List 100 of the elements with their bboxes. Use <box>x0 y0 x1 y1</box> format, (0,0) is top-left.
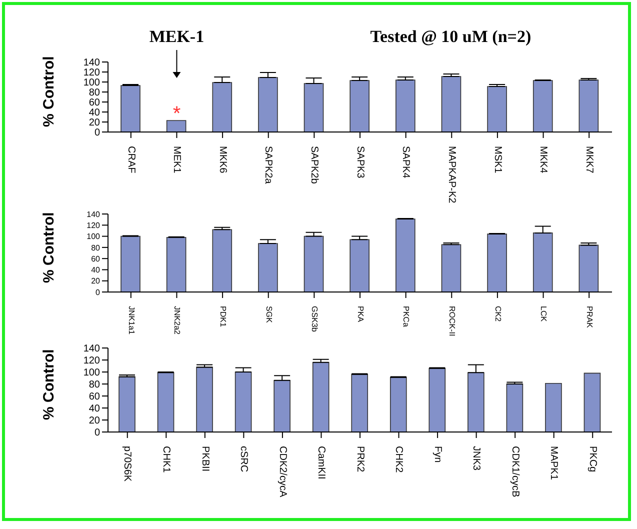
y-tick-label: 100 <box>83 368 100 379</box>
bar <box>234 372 252 432</box>
x-tick-label: CDK1/cycB <box>509 446 520 498</box>
x-tick-label: ROCK-II <box>448 306 457 336</box>
y-tick-label: 120 <box>83 356 100 367</box>
y-tick-label: 40 <box>88 108 100 119</box>
x-tick-label: PKA <box>356 306 365 323</box>
bar <box>578 80 599 132</box>
x-tick-label: JNK2a2 <box>172 306 182 336</box>
x-tick-label: LCK <box>539 306 548 322</box>
x-tick-label: MAPKAP-K2 <box>446 146 457 204</box>
x-tick-label: cSRC <box>238 446 250 472</box>
bar <box>396 80 416 132</box>
y-tick-label: 80 <box>91 243 101 252</box>
bar <box>428 368 446 432</box>
y-tick-label: 120 <box>86 220 101 230</box>
x-tick-label: PRK2 <box>354 446 366 473</box>
y-axis-title: % Control <box>40 212 58 283</box>
x-tick-label: MAPK1 <box>548 446 560 480</box>
bar <box>196 366 213 432</box>
y-tick-label: 20 <box>88 118 100 129</box>
x-tick-label: JNK3 <box>470 446 482 471</box>
annotation: MEK-1 <box>149 27 204 46</box>
x-tick-label: PKCg <box>586 446 598 472</box>
y-axis-title: % Control <box>40 56 58 127</box>
x-tick-label: p70S6K <box>122 446 133 482</box>
bar <box>304 236 324 292</box>
y-tick-label: 20 <box>88 416 100 427</box>
bar <box>584 372 601 432</box>
bar <box>166 237 186 292</box>
x-tick-label: MEK1 <box>171 146 182 174</box>
bar <box>166 120 186 132</box>
x-tick-label: SAPK2b <box>308 146 320 184</box>
bar <box>441 76 462 132</box>
bar <box>506 384 524 432</box>
y-tick-label: 40 <box>91 266 101 275</box>
bar <box>532 80 553 132</box>
bar <box>390 377 407 432</box>
bar <box>212 229 232 292</box>
bar <box>118 376 136 432</box>
x-tick-label: SAPK2a <box>262 146 274 184</box>
bar <box>545 383 562 432</box>
x-tick-label: JNK1a1 <box>126 306 136 336</box>
x-tick-label: PKCa <box>402 306 411 328</box>
y-tick-label: 40 <box>88 404 100 415</box>
chart-title: Tested @ 10 uM (n=2) <box>370 27 532 46</box>
bar <box>487 86 507 132</box>
y-tick-label: 140 <box>83 58 100 69</box>
y-tick-label: 100 <box>83 78 100 89</box>
x-tick-label: CHK1 <box>160 446 172 474</box>
x-tick-label: CHK2 <box>393 446 404 474</box>
bar <box>351 374 368 432</box>
y-tick-label: 60 <box>88 98 100 109</box>
bar <box>120 236 140 292</box>
bar <box>157 372 174 432</box>
bar <box>312 362 330 432</box>
bar <box>212 82 232 132</box>
y-tick-label: 140 <box>83 344 100 355</box>
x-tick-label: GSK3b <box>310 306 320 332</box>
y-tick-label: 60 <box>88 392 100 403</box>
x-tick-label: CDK2/cycA <box>276 446 288 498</box>
bar <box>304 83 324 132</box>
y-tick-label: 80 <box>88 380 100 391</box>
y-tick-label: 80 <box>88 88 100 99</box>
x-tick-label: MKK7 <box>583 146 594 174</box>
y-tick-label: 0 <box>96 288 101 297</box>
x-tick-label: SGK <box>264 306 274 324</box>
x-tick-label: SAPK3 <box>354 146 366 179</box>
x-tick-label: PKBII <box>199 446 210 472</box>
x-tick-label: PRAK <box>584 306 594 328</box>
bar <box>350 239 370 292</box>
x-tick-label: MKK4 <box>538 146 549 174</box>
bar <box>258 243 278 292</box>
bar <box>468 372 484 432</box>
y-axis-title: % Control <box>40 349 58 420</box>
y-tick-label: 0 <box>94 428 100 439</box>
x-tick-label: CRAF <box>125 146 136 174</box>
bar <box>396 218 416 292</box>
y-tick-label: 120 <box>83 68 100 79</box>
bar <box>441 244 462 292</box>
bar <box>532 232 553 292</box>
bar <box>487 234 507 292</box>
y-tick-label: 100 <box>86 232 101 242</box>
bar <box>258 77 278 132</box>
x-tick-label: MSK1 <box>492 146 503 174</box>
x-tick-label: PDK1 <box>218 306 228 328</box>
bar <box>274 380 290 432</box>
y-tick-label: 0 <box>94 128 100 139</box>
x-tick-label: MKK6 <box>216 146 228 174</box>
x-tick-label: CamKII <box>316 446 327 480</box>
x-tick-label: CK2 <box>493 306 502 322</box>
y-tick-label: 140 <box>86 210 101 219</box>
bar <box>578 244 599 292</box>
x-tick-label: SAPK4 <box>400 146 412 179</box>
annotation: * <box>172 103 181 125</box>
bar <box>350 80 370 132</box>
y-tick-label: 20 <box>91 276 101 286</box>
bar <box>120 85 140 132</box>
y-tick-label: 60 <box>91 254 101 264</box>
x-tick-label: Fyn <box>432 446 443 463</box>
